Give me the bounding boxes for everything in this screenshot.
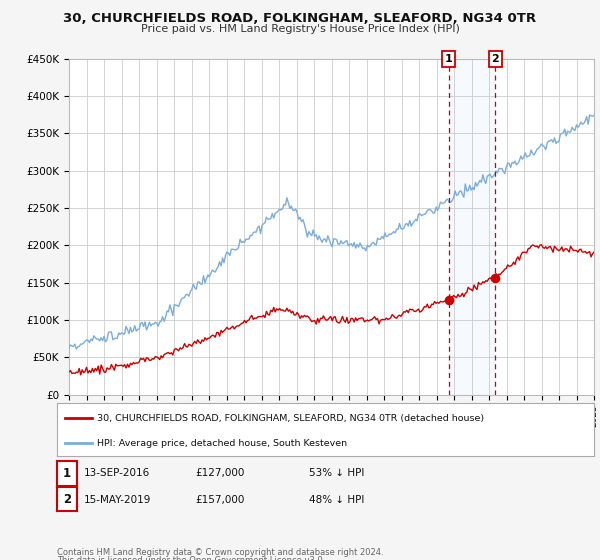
Text: £157,000: £157,000 <box>195 494 244 505</box>
Text: 30, CHURCHFIELDS ROAD, FOLKINGHAM, SLEAFORD, NG34 0TR: 30, CHURCHFIELDS ROAD, FOLKINGHAM, SLEAF… <box>64 12 536 25</box>
Text: 1: 1 <box>445 54 452 64</box>
Text: 48% ↓ HPI: 48% ↓ HPI <box>309 494 364 505</box>
Text: 15-MAY-2019: 15-MAY-2019 <box>84 494 151 505</box>
Text: 1: 1 <box>63 467 71 480</box>
Point <box>491 273 500 282</box>
Text: 30, CHURCHFIELDS ROAD, FOLKINGHAM, SLEAFORD, NG34 0TR (detached house): 30, CHURCHFIELDS ROAD, FOLKINGHAM, SLEAF… <box>97 414 484 423</box>
Text: £127,000: £127,000 <box>195 468 244 478</box>
Text: 53% ↓ HPI: 53% ↓ HPI <box>309 468 364 478</box>
Text: This data is licensed under the Open Government Licence v3.0.: This data is licensed under the Open Gov… <box>57 556 325 560</box>
Text: Price paid vs. HM Land Registry's House Price Index (HPI): Price paid vs. HM Land Registry's House … <box>140 24 460 34</box>
Text: Contains HM Land Registry data © Crown copyright and database right 2024.: Contains HM Land Registry data © Crown c… <box>57 548 383 557</box>
Text: 13-SEP-2016: 13-SEP-2016 <box>84 468 150 478</box>
Text: 2: 2 <box>63 493 71 506</box>
Point <box>444 296 454 305</box>
Text: 2: 2 <box>491 54 499 64</box>
Bar <box>449 59 496 395</box>
Text: HPI: Average price, detached house, South Kesteven: HPI: Average price, detached house, Sout… <box>97 438 347 447</box>
